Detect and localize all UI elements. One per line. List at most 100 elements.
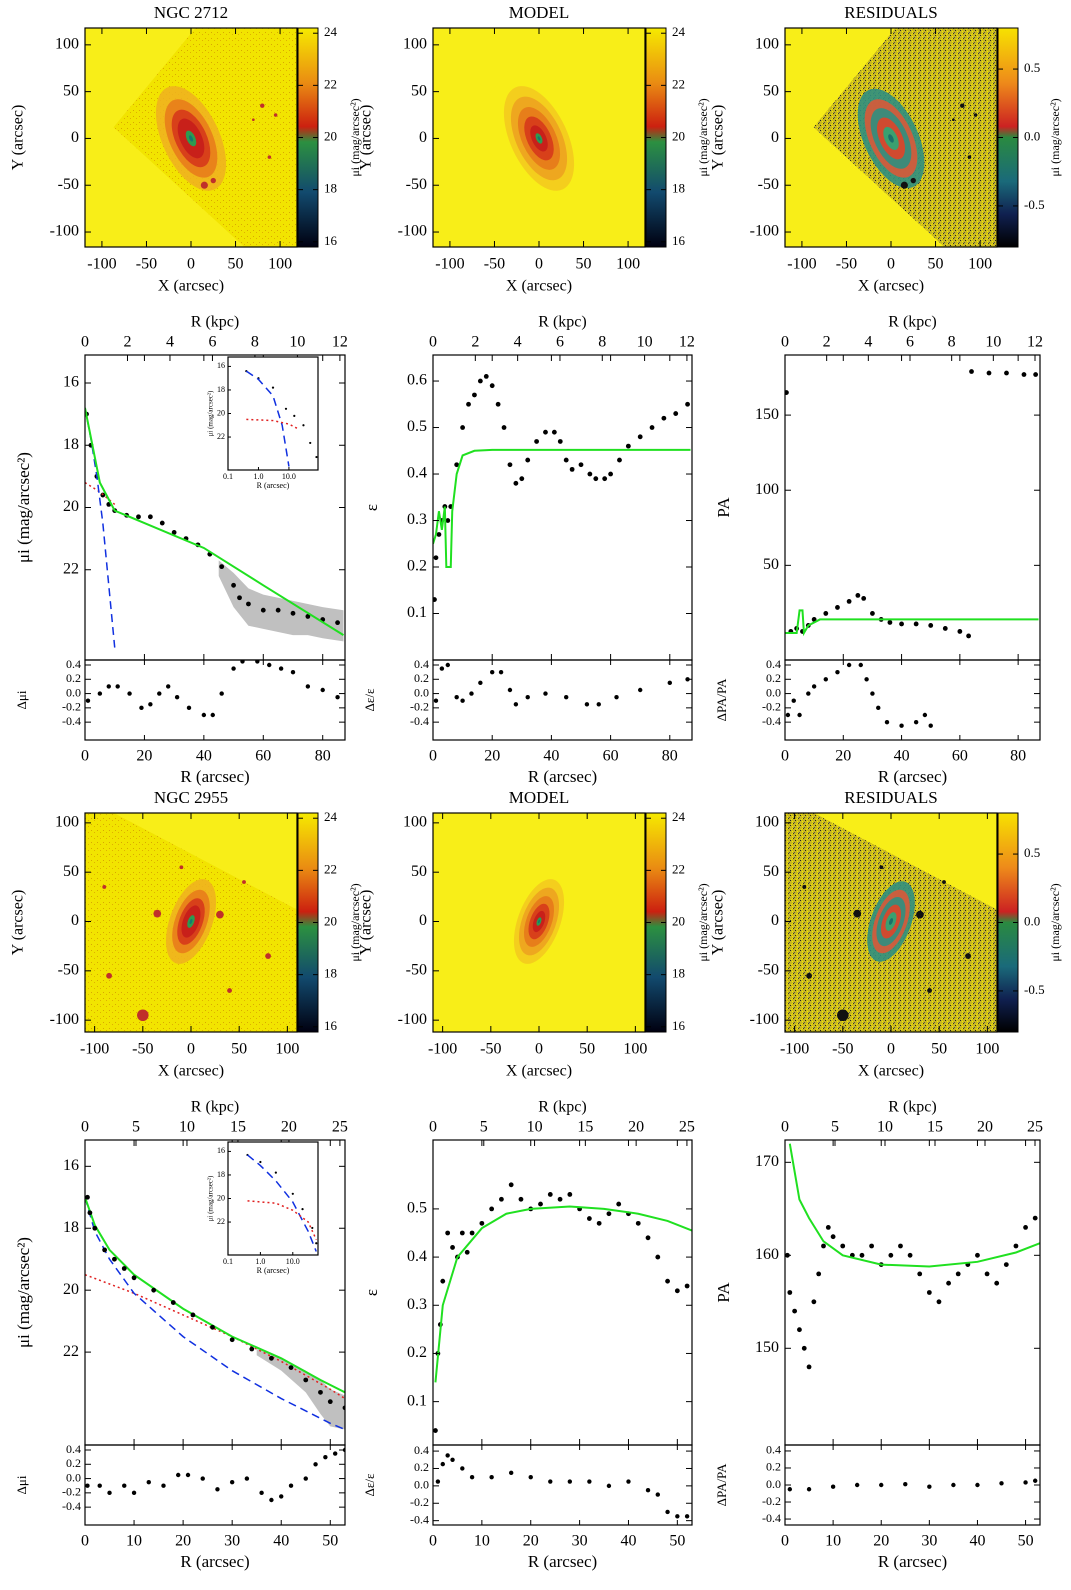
data-point (616, 1201, 622, 1207)
x2-tick-label: 5 (480, 1119, 488, 1136)
plot-frame (784, 354, 1041, 661)
data-point (240, 660, 245, 664)
inset-y-tick-label: 20 (217, 1193, 225, 1202)
colorbar-tick-label: -0.5 (1024, 197, 1045, 212)
x-tick-label: 50 (928, 256, 944, 273)
data-point (85, 1194, 90, 1200)
data-point (166, 684, 171, 689)
x2-tick-label: 10 (637, 334, 653, 351)
y-tick-label: 0 (771, 129, 779, 146)
image-title: RESIDUALS (844, 3, 938, 22)
data-point (246, 601, 251, 607)
data-point (1023, 1480, 1028, 1485)
data-point (171, 529, 177, 535)
data-point (830, 1234, 836, 1240)
x-tick-label: -100 (787, 256, 816, 273)
y-tick-label: -0.4 (62, 714, 81, 728)
x-tick-label: -50 (832, 1041, 853, 1058)
data-point (107, 1490, 112, 1496)
residual-y-label: ΔPA/PA (714, 678, 729, 721)
data-point (797, 1327, 802, 1333)
x2-tick-label: 4 (166, 334, 174, 351)
residual-y-label: Δε/ε (362, 688, 377, 711)
y-tick-label: 0.5 (407, 1200, 427, 1217)
y-tick-label: 16 (63, 374, 79, 391)
star (910, 177, 916, 184)
data-point (255, 660, 260, 664)
data-point (637, 434, 643, 440)
x-tick-label: 80 (315, 748, 331, 765)
data-point (538, 1201, 543, 1207)
x2-axis-label: R (kpc) (538, 314, 586, 331)
y-tick-label: 50 (411, 863, 427, 880)
data-point (507, 687, 513, 693)
y-tick-label: 20 (63, 498, 79, 515)
data-point (190, 1312, 196, 1318)
x-tick-label: 50 (669, 1533, 685, 1550)
x2-tick-label: 10 (985, 334, 1001, 351)
y-tick-label: 0.0 (766, 1477, 781, 1491)
data-point (806, 1487, 812, 1492)
colorbar-tick-label: 24 (672, 809, 686, 824)
data-point (811, 684, 817, 689)
x2-tick-label: 15 (927, 1119, 943, 1136)
data-point (159, 520, 165, 526)
data-point (335, 694, 340, 700)
data-point (543, 691, 548, 696)
data-point (445, 662, 450, 668)
x2-tick-label: 8 (948, 334, 956, 351)
data-point (534, 439, 539, 444)
data-point (584, 702, 590, 707)
y-tick-label: 50 (763, 863, 779, 880)
colorbar-tick-label: 22 (324, 76, 337, 91)
inset-x-tick-label: 10.0 (286, 1257, 300, 1266)
data-point (564, 694, 569, 700)
x2-axis-label: R (kpc) (538, 1099, 586, 1116)
inset-y-tick-label: 20 (217, 408, 225, 417)
data-point (200, 1476, 205, 1481)
residual-frame (432, 1444, 693, 1526)
y-tick-label: 22 (63, 560, 79, 577)
y-axis-label: μi (mag/arcsec²) (14, 1237, 33, 1348)
data-point (975, 1482, 980, 1488)
data-point (685, 401, 690, 407)
star (227, 988, 232, 993)
star (260, 103, 265, 108)
x-tick-label: 50 (228, 256, 244, 273)
star (927, 988, 932, 993)
star (179, 865, 184, 870)
y-tick-label: 150 (755, 406, 779, 423)
data-point (876, 705, 881, 711)
data-point (806, 691, 811, 696)
x-tick-label: 100 (275, 1041, 299, 1058)
x2-tick-label: 6 (208, 334, 216, 351)
x2-tick-label: 15 (230, 1119, 246, 1136)
data-point (210, 1324, 215, 1330)
data-point (170, 1300, 176, 1305)
fit-line (247, 1200, 317, 1241)
y-tick-label: 0 (419, 129, 427, 146)
data-point (825, 1225, 831, 1230)
y-tick-label: -100 (750, 1011, 779, 1028)
y-tick-label: -0.2 (62, 700, 81, 714)
data-point (460, 1466, 465, 1471)
data-point (854, 1482, 860, 1488)
colorbar-tick-label: 22 (672, 861, 685, 876)
data-point (260, 607, 266, 613)
x2-tick-label: 0 (781, 334, 789, 351)
x-axis-label: X (arcsec) (506, 1063, 572, 1080)
x2-axis-label: R (kpc) (191, 314, 239, 331)
data-point (466, 401, 471, 407)
data-point (673, 411, 679, 416)
data-point (665, 1278, 670, 1284)
data-point (302, 424, 305, 427)
data-point (121, 1266, 127, 1271)
inset-x-tick-label: 0.1 (223, 472, 233, 481)
colorbar-tick-label: -0.5 (1024, 982, 1045, 997)
star (273, 113, 278, 117)
data-point (816, 1271, 822, 1277)
fit-line (247, 1154, 317, 1252)
x-tick-label: 50 (576, 256, 592, 273)
data-point (275, 607, 281, 613)
